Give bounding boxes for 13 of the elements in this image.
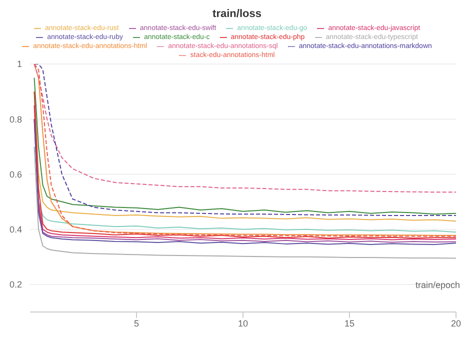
y-tick-label: 0.6 <box>9 169 22 180</box>
x-tick-label: 5 <box>134 318 140 328</box>
chart-title: train/loss <box>212 8 262 22</box>
line-series <box>34 146 456 259</box>
x-axis-title: train/epoch <box>415 280 460 290</box>
x-tick-label: 10 <box>238 318 248 328</box>
y-tick-label: 0.4 <box>9 224 22 235</box>
y-tick-label: 1 <box>16 59 22 70</box>
y-tick-label: 0.2 <box>9 280 22 290</box>
x-tick-label: 15 <box>344 318 355 328</box>
line-series <box>34 64 456 193</box>
y-tick-label: 0.8 <box>9 114 22 124</box>
x-tick-label: 20 <box>450 318 462 328</box>
